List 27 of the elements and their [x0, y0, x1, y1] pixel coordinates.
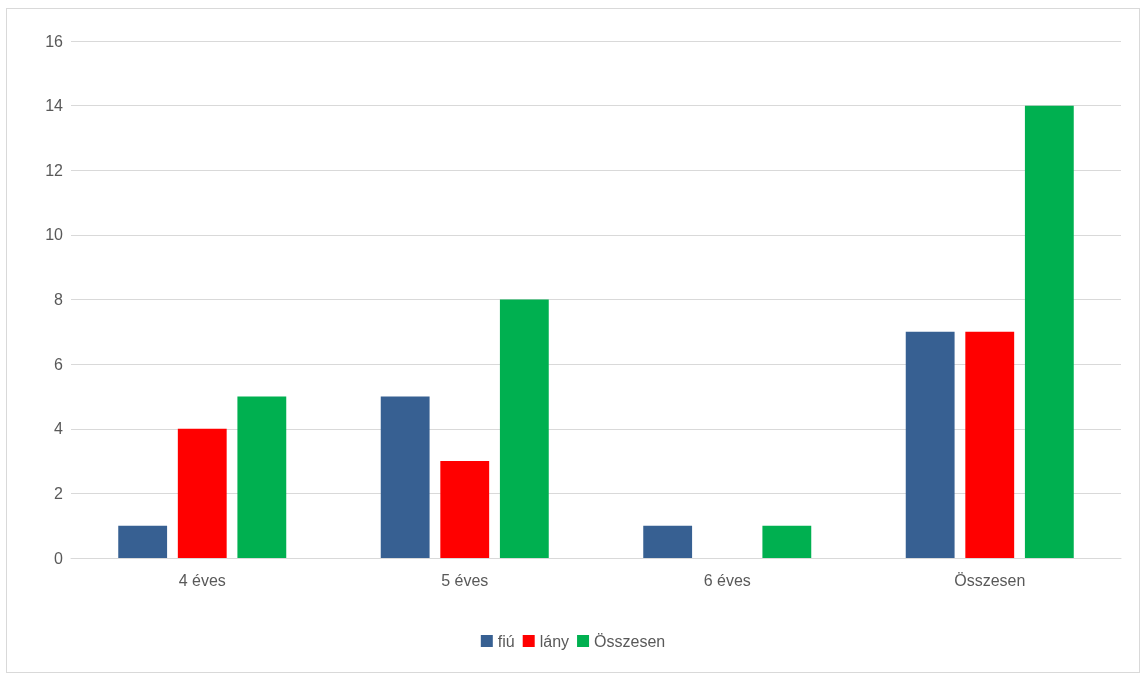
y-tick-label: 16 — [45, 32, 64, 50]
legend-label: Összesen — [594, 632, 666, 650]
bar — [380, 396, 430, 558]
bar — [440, 461, 490, 558]
legend-label: lány — [539, 632, 570, 650]
y-tick-label: 6 — [54, 355, 64, 373]
y-tick-label: 0 — [54, 549, 64, 567]
x-tick-label: Összesen — [954, 571, 1026, 589]
x-tick-label: 4 éves — [178, 571, 226, 589]
x-tick-label: 6 éves — [703, 571, 751, 589]
bar — [965, 331, 1015, 558]
bar — [643, 525, 693, 558]
bar — [237, 396, 287, 558]
x-tick-label: 5 éves — [441, 571, 489, 589]
y-tick-label: 4 — [54, 420, 64, 438]
y-tick-label: 10 — [45, 226, 64, 244]
bar — [905, 331, 955, 558]
bar — [118, 525, 168, 558]
bar — [177, 428, 227, 558]
bar — [499, 299, 549, 558]
bar — [762, 525, 812, 558]
bar — [1024, 105, 1074, 558]
y-tick-label: 2 — [54, 484, 64, 502]
y-tick-label: 14 — [45, 97, 64, 115]
y-tick-label: 8 — [54, 291, 64, 308]
legend-label: fiú — [497, 632, 515, 650]
y-tick-label: 12 — [45, 161, 64, 179]
